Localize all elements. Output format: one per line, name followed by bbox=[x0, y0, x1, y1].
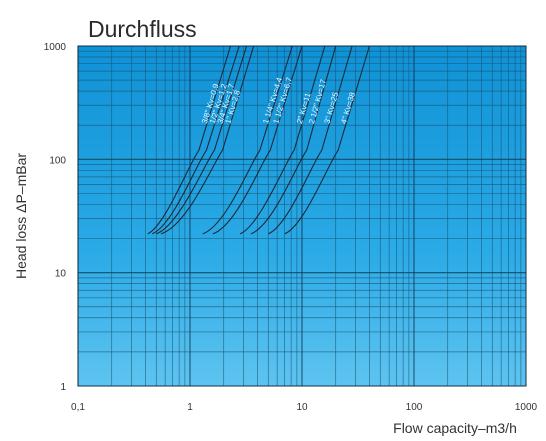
x-tick-label: 1 bbox=[187, 402, 193, 413]
chart-title: Durchfluss bbox=[88, 16, 197, 42]
x-tick-label: 10 bbox=[296, 402, 308, 413]
series-line bbox=[212, 45, 303, 235]
series-line bbox=[152, 45, 240, 235]
series-line bbox=[268, 45, 353, 235]
y-tick-label: 1000 bbox=[44, 42, 67, 53]
series-line bbox=[147, 45, 232, 235]
y-tick-label: 100 bbox=[49, 155, 66, 166]
series-line bbox=[284, 45, 370, 235]
x-tick-label: 1000 bbox=[515, 402, 538, 413]
series-line bbox=[202, 45, 293, 235]
series-line bbox=[239, 45, 326, 235]
x-axis-label: Flow capacity–m3/h bbox=[393, 420, 517, 436]
series-line bbox=[156, 45, 248, 235]
x-tick-label: 0,1 bbox=[71, 402, 85, 413]
x-tick-label: 100 bbox=[406, 402, 423, 413]
y-tick-label: 1 bbox=[60, 382, 66, 393]
series-line bbox=[160, 45, 255, 235]
y-tick-label: 10 bbox=[55, 269, 67, 280]
y-axis-label: Head loss ΔP–mBar bbox=[13, 153, 29, 279]
series-line bbox=[250, 45, 337, 235]
